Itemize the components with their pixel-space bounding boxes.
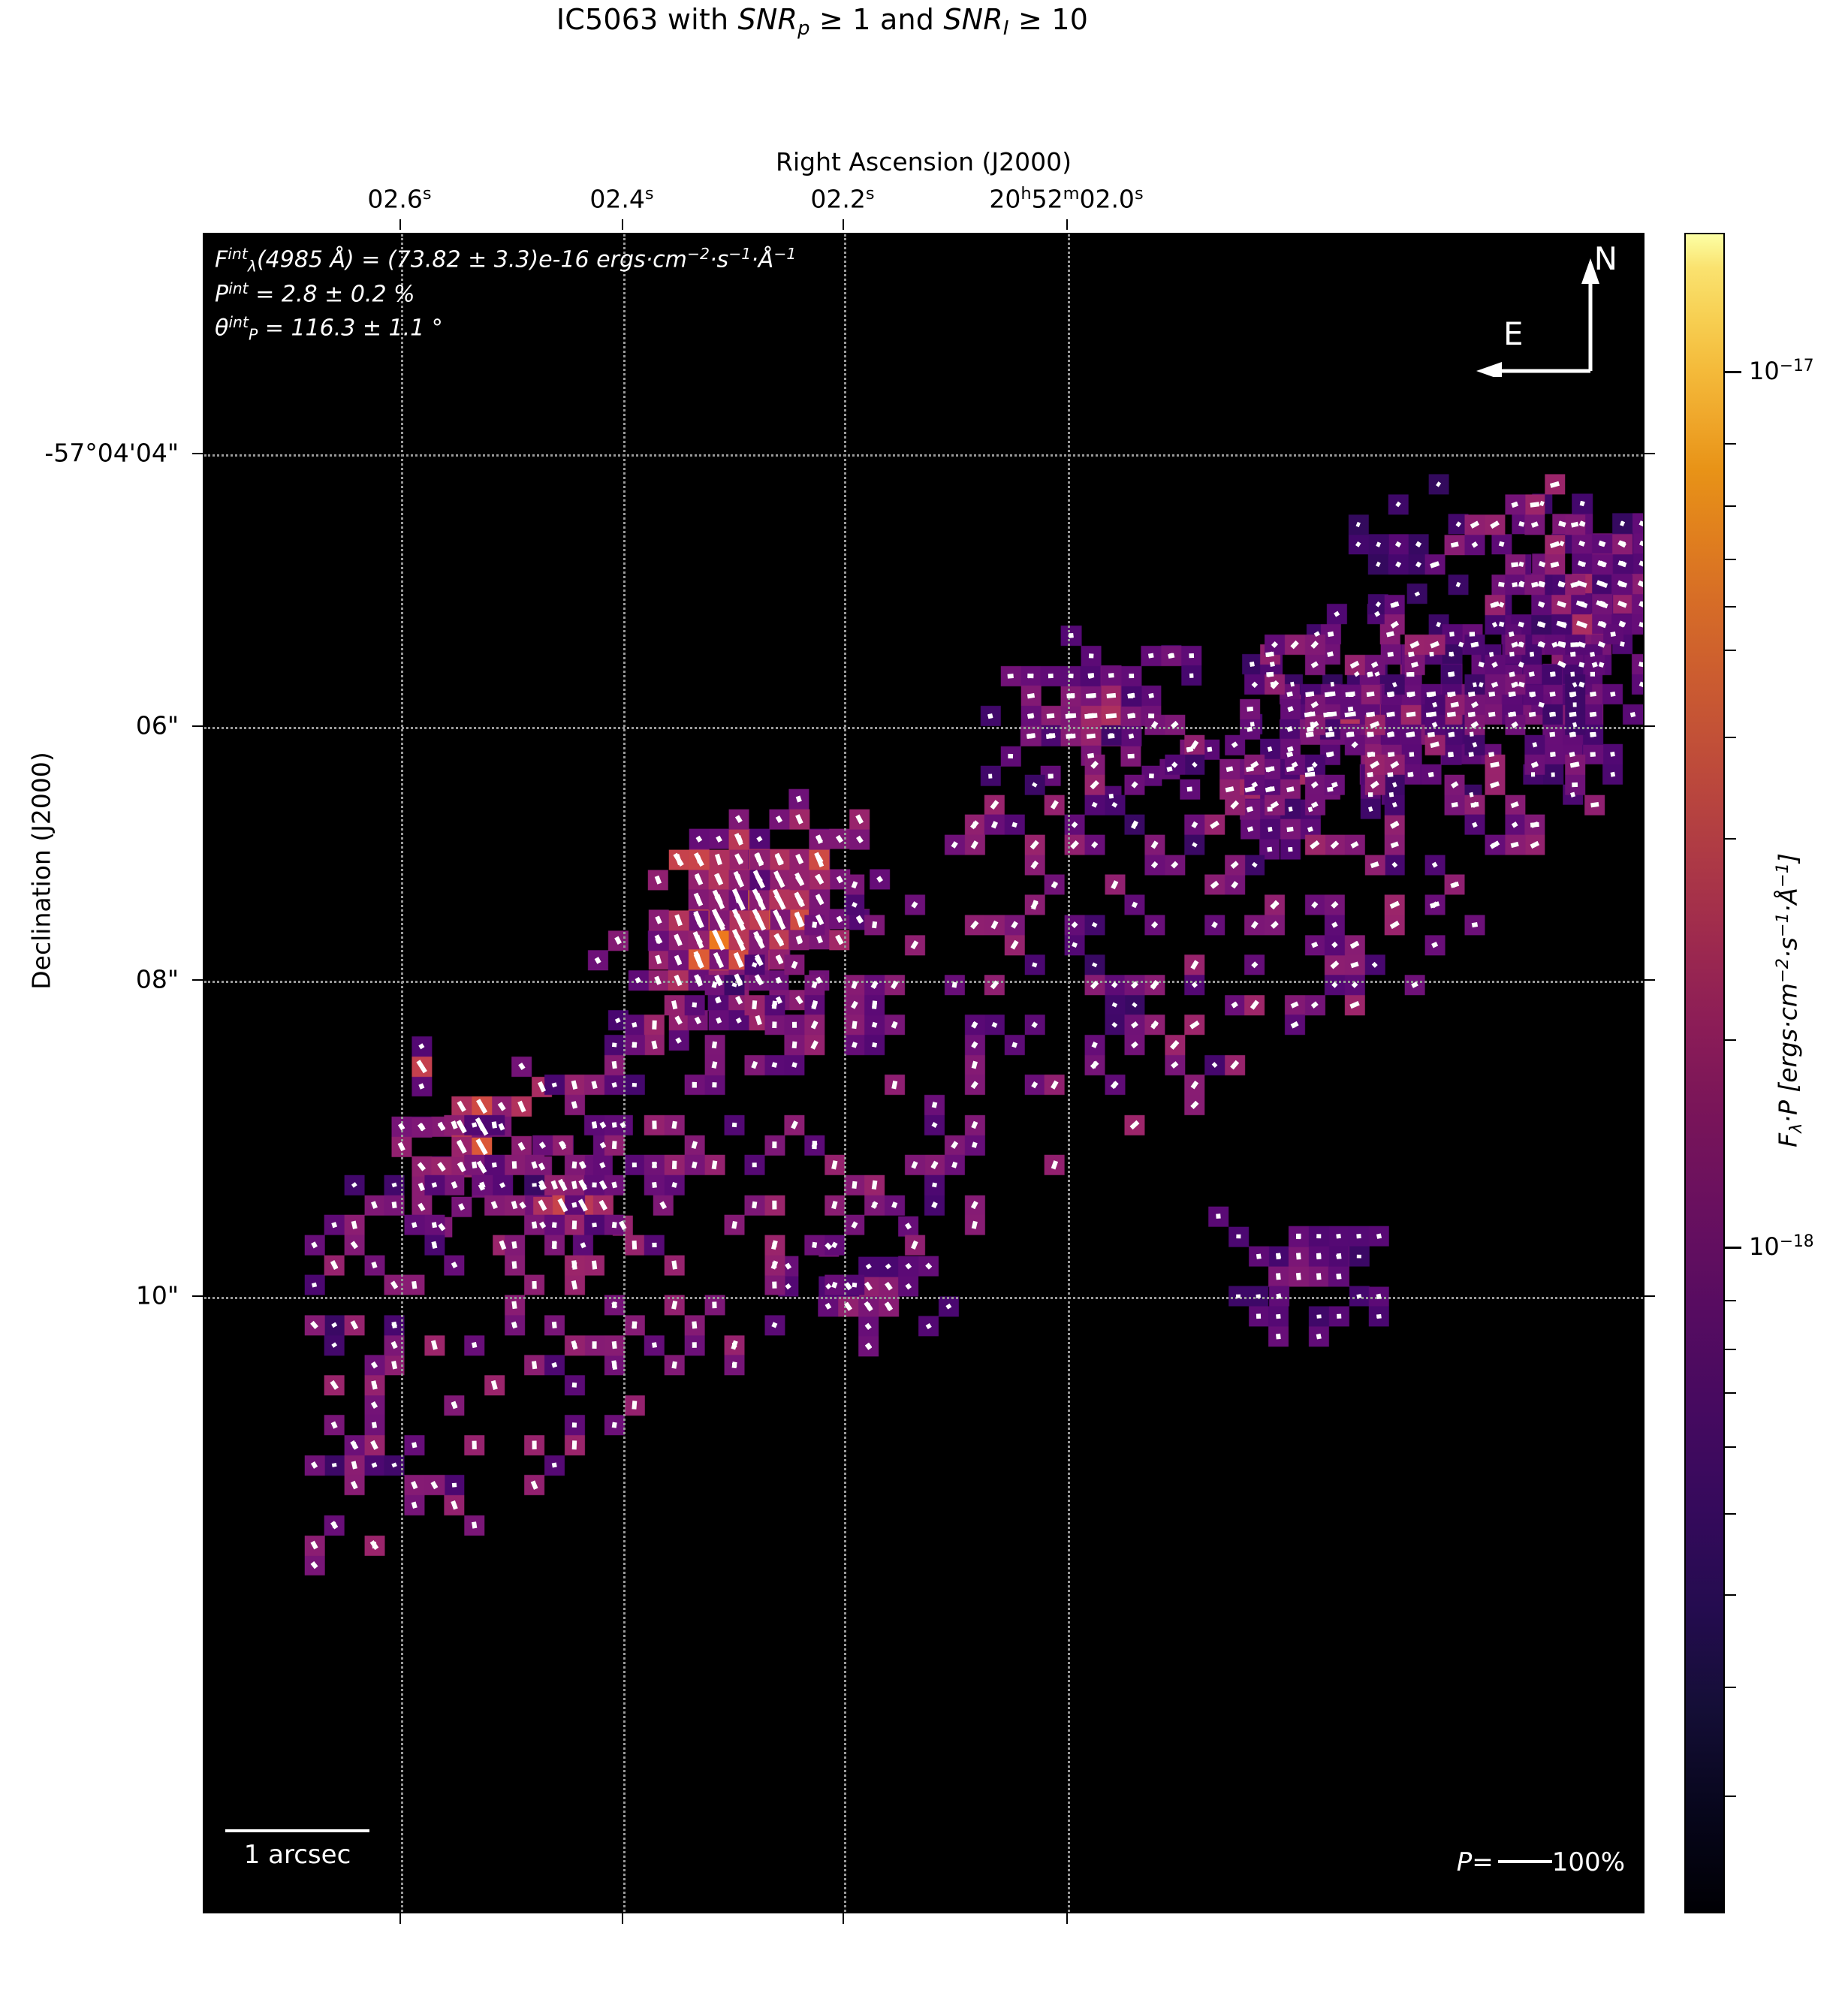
y-tick-mark — [192, 1295, 203, 1297]
colorbar-gradient — [1684, 233, 1725, 1913]
colorbar-major-tick — [1725, 1246, 1741, 1249]
colorbar-minor-tick — [1725, 1300, 1736, 1302]
y-tick-mark — [1645, 725, 1655, 727]
x-tick-label: 02.4s — [589, 184, 654, 214]
colorbar-minor-tick — [1725, 442, 1736, 445]
polarization-legend: P= 100% — [1457, 1847, 1625, 1877]
colorbar-minor-tick — [1725, 1349, 1736, 1351]
grid-line-vertical — [1068, 234, 1070, 1912]
x-tick-mark — [1066, 219, 1068, 230]
colorbar-minor-tick — [1725, 837, 1736, 840]
colorbar-minor-tick — [1725, 1039, 1736, 1042]
y-tick-label: 06" — [135, 710, 179, 740]
heatmap-canvas — [204, 234, 1643, 1912]
y-tick-mark — [1645, 453, 1655, 454]
y-tick-mark — [192, 453, 203, 454]
x-tick-mark — [1066, 1913, 1068, 1924]
colorbar-minor-tick — [1725, 1392, 1736, 1395]
colorbar-tick-label: 10−18 — [1749, 1232, 1814, 1261]
colorbar-minor-tick — [1725, 737, 1736, 739]
title-snr-i-sub: I — [1002, 17, 1009, 41]
scale-bar-label: 1 arcsec — [243, 1840, 351, 1870]
grid-line-horizontal — [204, 727, 1643, 729]
compass-arrows-icon — [1476, 258, 1599, 380]
pol-legend-prefix: P= — [1456, 1847, 1494, 1877]
colorbar-minor-tick — [1725, 505, 1736, 507]
grid-line-vertical — [844, 234, 846, 1912]
annot-pol-line: Pint = 2.8 ± 0.2 % — [215, 279, 415, 309]
y-tick-mark — [1645, 1295, 1655, 1297]
x-axis-label: Right Ascension (J2000) — [776, 147, 1072, 176]
figure-title: IC5063 with SNRp ≥ 1 and SNRI ≥ 10 — [0, 3, 1645, 40]
polarization-map[interactable]: Fintλ(4985 Å) = (73.82 ± 3.3)e-16 ergs·c… — [203, 233, 1645, 1913]
colorbar-minor-tick — [1725, 559, 1736, 561]
x-tick-label: 20h52m02.0s — [989, 184, 1144, 214]
pol-legend-value: 100% — [1551, 1847, 1625, 1877]
y-tick-label: -57°04'04" — [44, 438, 179, 468]
colorbar-minor-tick — [1725, 605, 1736, 608]
y-tick-mark — [1645, 979, 1655, 981]
title-ge-1: ≥ 1 — [818, 3, 871, 36]
annot-angle-line: θintP = 116.3 ± 1.1 ° — [215, 313, 443, 344]
colorbar-minor-tick — [1725, 650, 1736, 652]
colorbar-major-tick — [1725, 370, 1741, 373]
colorbar[interactable]: 10−17 10−18 — [1684, 233, 1814, 1913]
title-object: IC5063 — [556, 3, 659, 36]
colorbar-minor-tick — [1725, 1513, 1736, 1515]
scale-bar-line — [225, 1829, 369, 1832]
y-tick-mark — [192, 725, 203, 727]
y-tick-label: 08" — [135, 964, 179, 994]
integrated-values-annotation: Fintλ(4985 Å) = (73.82 ± 3.3)e-16 ergs·c… — [215, 243, 796, 347]
compass-east-label: E — [1503, 315, 1524, 352]
colorbar-minor-tick — [1725, 1446, 1736, 1448]
grid-line-vertical — [623, 234, 626, 1912]
colorbar-minor-tick — [1725, 1686, 1736, 1688]
x-tick-label: 02.2s — [810, 184, 875, 214]
x-tick-mark — [399, 1913, 401, 1924]
pol-legend-bar — [1497, 1860, 1552, 1863]
title-ge-10: ≥ 10 — [1018, 3, 1089, 36]
grid-line-vertical — [401, 234, 403, 1912]
colorbar-label: Fλ·P [ergs·cm−2·s−1·Å−1] — [1773, 853, 1806, 1147]
colorbar-tick-label: 10−17 — [1749, 356, 1814, 385]
x-tick-label: 02.6s — [367, 184, 432, 214]
compass-rose: N E — [1464, 240, 1622, 380]
y-tick-mark — [192, 979, 203, 981]
title-and: and — [879, 3, 935, 36]
colorbar-minor-tick — [1725, 1796, 1736, 1798]
grid-line-horizontal — [204, 981, 1643, 983]
title-snr-i: SNR — [943, 3, 1003, 36]
grid-line-horizontal — [204, 1297, 1643, 1299]
y-tick-label: 10" — [135, 1280, 179, 1310]
x-tick-mark — [843, 1913, 844, 1924]
grid-lines — [204, 234, 1643, 1912]
title-snr-p: SNR — [737, 3, 798, 36]
title-with: with — [667, 3, 729, 36]
annot-flux-line: Fintλ(4985 Å) = (73.82 ± 3.3)e-16 ergs·c… — [215, 245, 797, 276]
x-tick-mark — [622, 219, 623, 230]
grid-line-horizontal — [204, 454, 1643, 457]
scale-bar: 1 arcsec — [225, 1829, 369, 1870]
x-tick-mark — [843, 219, 844, 230]
y-axis-label: Declination (J2000) — [26, 752, 56, 990]
x-tick-mark — [622, 1913, 623, 1924]
title-snr-p-sub: p — [797, 17, 810, 41]
compass-north-label: N — [1593, 240, 1617, 277]
x-tick-mark — [399, 219, 401, 230]
colorbar-minor-tick — [1725, 1594, 1736, 1596]
